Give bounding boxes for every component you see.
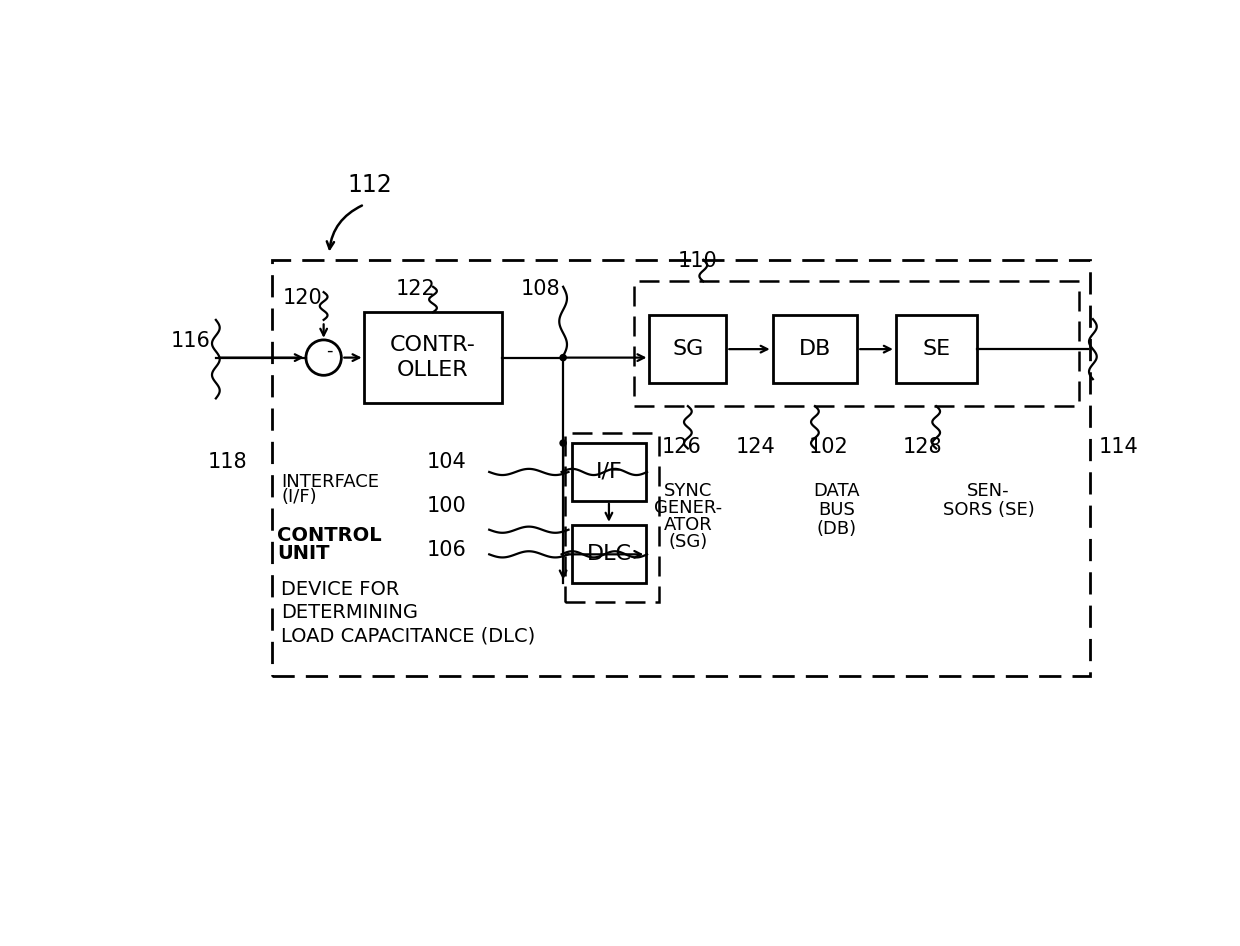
Text: 120: 120 bbox=[283, 289, 322, 308]
Text: SG: SG bbox=[672, 339, 703, 359]
Text: GENER-: GENER- bbox=[653, 499, 722, 517]
Text: 116: 116 bbox=[171, 331, 211, 351]
Text: (DB): (DB) bbox=[816, 520, 857, 538]
Bar bbox=[272, 260, 1090, 675]
Text: LOAD CAPACITANCE (DLC): LOAD CAPACITANCE (DLC) bbox=[281, 626, 536, 645]
Bar bbox=[573, 443, 646, 500]
Text: (SG): (SG) bbox=[668, 533, 708, 551]
Text: ATOR: ATOR bbox=[663, 516, 712, 534]
Bar bbox=[564, 433, 658, 603]
Bar bbox=[573, 525, 646, 584]
Text: 122: 122 bbox=[396, 279, 436, 299]
Bar bbox=[634, 281, 1079, 406]
Text: 126: 126 bbox=[662, 437, 702, 457]
Text: 124: 124 bbox=[735, 437, 775, 457]
Text: DEVICE FOR: DEVICE FOR bbox=[281, 580, 399, 599]
Text: CONTR-
OLLER: CONTR- OLLER bbox=[391, 335, 476, 380]
Text: 104: 104 bbox=[427, 452, 466, 472]
Text: 118: 118 bbox=[207, 452, 247, 472]
Text: 100: 100 bbox=[427, 497, 466, 517]
Text: CONTROL: CONTROL bbox=[278, 526, 382, 545]
Bar bbox=[365, 312, 501, 403]
Text: BUS: BUS bbox=[818, 501, 854, 519]
Text: DATA: DATA bbox=[813, 482, 859, 499]
Bar bbox=[895, 315, 977, 383]
Text: 110: 110 bbox=[677, 252, 717, 272]
Text: (I/F): (I/F) bbox=[281, 488, 317, 506]
Text: SEN-: SEN- bbox=[967, 482, 1009, 499]
Text: SORS (SE): SORS (SE) bbox=[942, 501, 1034, 519]
Text: 108: 108 bbox=[521, 279, 560, 299]
Text: 114: 114 bbox=[1099, 437, 1138, 457]
Text: DLC: DLC bbox=[587, 544, 631, 565]
Bar bbox=[773, 315, 857, 383]
Text: DB: DB bbox=[799, 339, 831, 359]
Text: SYNC: SYNC bbox=[663, 482, 712, 499]
Text: 106: 106 bbox=[427, 540, 466, 560]
Text: I/F: I/F bbox=[595, 462, 622, 482]
Text: SE: SE bbox=[923, 339, 950, 359]
Circle shape bbox=[560, 355, 567, 360]
Text: UNIT: UNIT bbox=[278, 545, 330, 564]
Text: -: - bbox=[326, 342, 332, 359]
Text: INTERFACE: INTERFACE bbox=[281, 473, 379, 491]
Bar bbox=[650, 315, 727, 383]
Text: DETERMINING: DETERMINING bbox=[281, 603, 418, 622]
Circle shape bbox=[560, 440, 567, 447]
Text: 112: 112 bbox=[347, 173, 392, 197]
Text: 128: 128 bbox=[903, 437, 942, 457]
Text: 102: 102 bbox=[808, 437, 848, 457]
